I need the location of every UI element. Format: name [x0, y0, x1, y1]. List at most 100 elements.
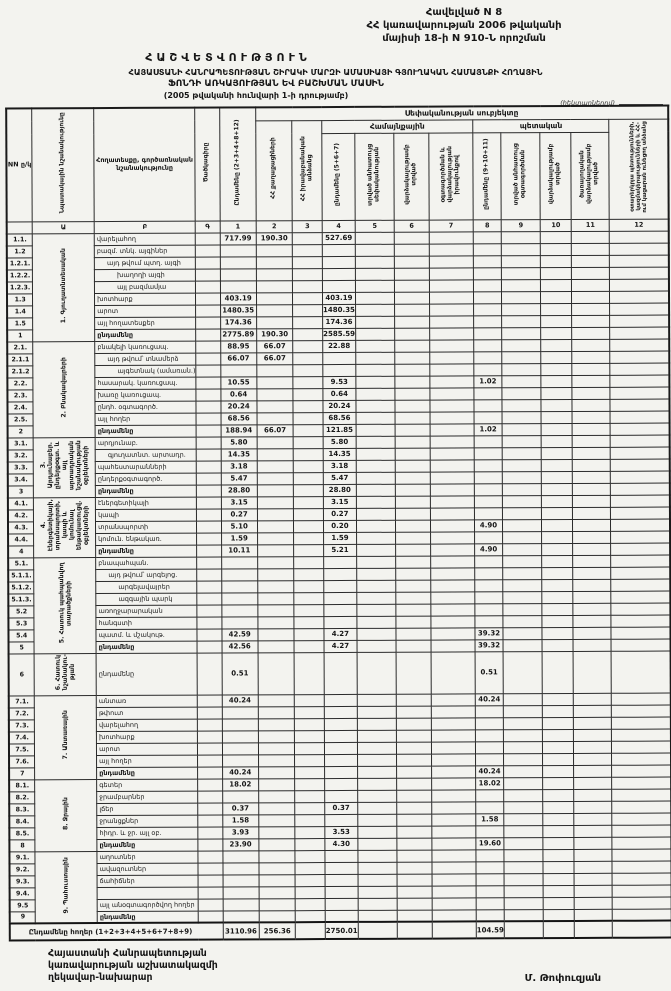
value-cell-col9 [502, 459, 542, 472]
col-header-nn: NN ը/կ [6, 108, 33, 222]
value-cell-col7 [430, 567, 475, 580]
value-cell-col12 [611, 638, 671, 651]
value-cell-col8 [476, 897, 505, 910]
value-cell-col6 [396, 651, 431, 694]
value-cell-col5 [357, 837, 398, 850]
value-cell-col11 [573, 764, 613, 777]
value-cell-col10 [541, 482, 573, 496]
value-cell-col2 [257, 592, 295, 605]
value-cell-col10 [541, 494, 573, 508]
value-cell-col9 [503, 717, 543, 730]
value-cell-col1 [221, 616, 258, 629]
col-header-c9-text: տրված անհատույց օգտագործման [512, 142, 527, 205]
column-letter-4: 1 [219, 220, 256, 233]
col-header-c1: Ընդամենը (2+3+4+8+12) [219, 107, 256, 221]
col-header-c4: ընդամենը (5+6+7) [321, 132, 356, 221]
value-cell-col11 [573, 788, 613, 801]
value-cell-col4: 5.21 [323, 543, 357, 557]
value-cell-col5 [355, 387, 396, 400]
value-cell-col11 [573, 752, 613, 765]
value-cell-col6 [394, 243, 429, 256]
value-cell-col11 [572, 458, 611, 471]
value-cell-col12 [612, 848, 671, 861]
value-cell-col7 [429, 315, 474, 328]
value-cell-col6 [394, 363, 430, 376]
group-label-cell: 7. Անտառային [34, 695, 97, 780]
value-cell-col12 [610, 530, 671, 543]
value-cell-col9 [502, 627, 543, 640]
value-cell-col10 [540, 314, 572, 328]
value-cell-col5 [356, 471, 396, 484]
value-cell-col3 [295, 874, 326, 887]
table-row: 6 6. Հատուկ նշանակու- թյան ընդամենը 0.51 0.5… [8, 650, 671, 696]
value-cell-col2 [257, 580, 295, 593]
grand-total-value-col1: 3110.96 [222, 922, 259, 940]
value-cell-col7 [430, 705, 476, 718]
value-cell-col4: 0.20 [323, 519, 357, 533]
value-cell-col3 [292, 280, 323, 293]
value-cell-col5 [355, 351, 395, 364]
value-cell-col4: 4.30 [324, 837, 358, 851]
row-number-cell: 9.2. [9, 863, 36, 876]
group-label-cell: 3. Արդյունաբեր. ընդերքօգտ. և այլ արտադրա… [33, 437, 96, 498]
value-cell-col12 [609, 278, 669, 291]
value-cell-col6 [396, 741, 432, 754]
value-cell-col8 [473, 363, 502, 376]
value-cell-col5 [357, 753, 397, 766]
value-cell-col3 [292, 256, 323, 269]
value-cell-col9 [502, 591, 543, 604]
value-cell-col7 [429, 291, 474, 304]
col-header-c8-text: ընդամենը (9+10+11) [482, 138, 490, 210]
value-cell-col5 [357, 849, 398, 862]
value-cell-col3 [293, 448, 324, 461]
value-cell-col5 [357, 777, 397, 790]
value-cell-col9 [503, 651, 543, 694]
value-cell-col12 [609, 290, 670, 303]
value-cell-col4 [325, 909, 359, 923]
value-cell-col5 [356, 555, 396, 568]
value-cell-col1: 42.56 [221, 640, 258, 653]
value-cell-col10 [541, 350, 572, 364]
code-cell [197, 754, 223, 767]
value-cell-col6 [396, 627, 431, 640]
value-cell-col5 [356, 615, 397, 628]
value-cell-col12 [609, 242, 669, 255]
value-cell-col7 [431, 777, 476, 790]
value-cell-col3 [294, 778, 325, 791]
row-number-cell: 1.3 [6, 293, 33, 306]
land-type-cell: խառը կառուցապ. [95, 388, 197, 402]
row-number-cell: 8.4. [9, 815, 36, 828]
value-cell-col2 [257, 520, 294, 533]
value-cell-col9 [501, 351, 542, 364]
code-cell [197, 628, 222, 641]
value-cell-col1: 14.35 [220, 448, 257, 461]
value-cell-col4: 527.69 [322, 231, 356, 245]
value-cell-col11 [574, 908, 613, 921]
col-header-c1-text: Ընդամենը (2+3+4+8+12) [232, 119, 241, 206]
value-cell-col6 [395, 447, 430, 460]
value-cell-col12 [612, 836, 671, 849]
value-cell-col4: 5.47 [323, 471, 357, 485]
value-cell-col7 [430, 495, 475, 508]
footer: Հայաստանի Հանրապետության կառավարության ա… [48, 948, 601, 984]
value-cell-col5 [356, 543, 396, 556]
value-cell-col6 [394, 279, 430, 292]
column-letter-1: Ա [32, 221, 95, 234]
column-letter-5: 2 [255, 220, 293, 233]
value-cell-col7 [429, 411, 475, 424]
value-cell-col11 [573, 692, 612, 705]
value-cell-col5 [357, 861, 398, 874]
value-cell-col3 [293, 400, 323, 413]
value-cell-col3 [293, 460, 324, 473]
value-cell-col10 [542, 578, 573, 592]
value-cell-col6 [394, 339, 430, 352]
value-cell-col1 [221, 592, 258, 605]
land-type-cell: վարելահող [94, 232, 196, 246]
value-cell-col2 [257, 640, 295, 653]
col-header-c10-text: վարձակալությամբ տրված [547, 143, 562, 204]
code-cell [198, 874, 223, 887]
value-cell-col7 [428, 243, 474, 256]
value-cell-col11 [572, 494, 611, 507]
value-cell-col8 [474, 615, 503, 628]
value-cell-col6 [397, 873, 432, 886]
